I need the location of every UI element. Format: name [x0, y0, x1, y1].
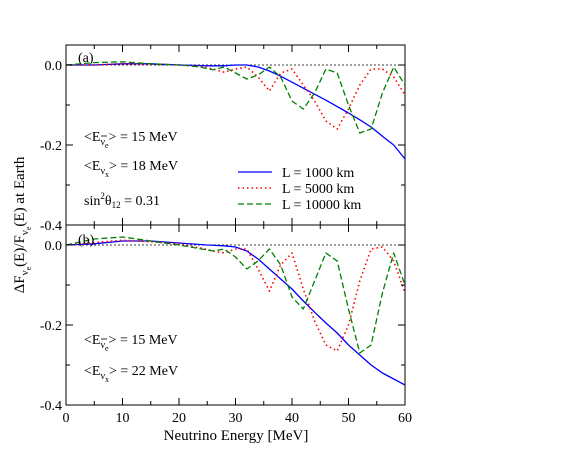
- x-tick-label: 20: [172, 411, 186, 426]
- x-tick-label: 60: [398, 411, 412, 426]
- x-tick-label: 30: [229, 411, 243, 426]
- annotation-e-nux: <Eνx> = 18 MeV: [84, 159, 178, 179]
- annotation-e-nubar: <Eνe> = 15 MeV: [84, 130, 178, 150]
- panel-a-label: (a): [78, 51, 94, 66]
- x-tick-label: 40: [285, 411, 299, 426]
- legend: L = 1000 km L = 5000 km L = 10000 km: [238, 166, 361, 213]
- y-tick-label: -0.4: [40, 399, 62, 414]
- y-tick-label: 0.0: [45, 239, 63, 254]
- series-line-l-5000-km: [66, 239, 405, 352]
- panel-b-label: (b): [78, 233, 95, 248]
- legend-label-5000: L = 5000 km: [282, 182, 354, 197]
- panel-b: 0.0 -0.2 -0.40 10 20 30 40 50 60 (b) <Eνe> = 15 …: [40, 225, 412, 426]
- y-tick-label: -0.4: [40, 219, 62, 234]
- annotation-e-nux-b: <Eνx> = 22 MeV: [84, 364, 178, 384]
- series-line-l-10000-km: [66, 61, 405, 134]
- x-tick-label: 50: [342, 411, 356, 426]
- y-axis-title: ΔFνe(E)/Fνe(E) at Earth: [12, 156, 33, 293]
- y-tick-label: 0.0: [45, 59, 63, 74]
- x-tick-label: 0: [63, 411, 70, 426]
- y-tick-label: -0.2: [40, 139, 62, 154]
- panel-a: 0.0 -0.2 -0.4 (a) <Eνe> = 15 MeV <Eνx> = 1…: [40, 45, 406, 234]
- annotation-sin-theta: sin2θ12 = 0.31: [84, 191, 160, 210]
- legend-label-1000: L = 1000 km: [282, 166, 354, 181]
- x-axis-title: Neutrino Energy [MeV]: [164, 428, 309, 444]
- legend-label-10000: L = 10000 km: [282, 198, 361, 213]
- x-tick-label: 10: [116, 411, 130, 426]
- y-tick-label: -0.2: [40, 319, 62, 334]
- series-line-l-10000-km: [66, 236, 405, 354]
- annotation-e-nubar-b: <Eνe> = 15 MeV: [84, 333, 178, 353]
